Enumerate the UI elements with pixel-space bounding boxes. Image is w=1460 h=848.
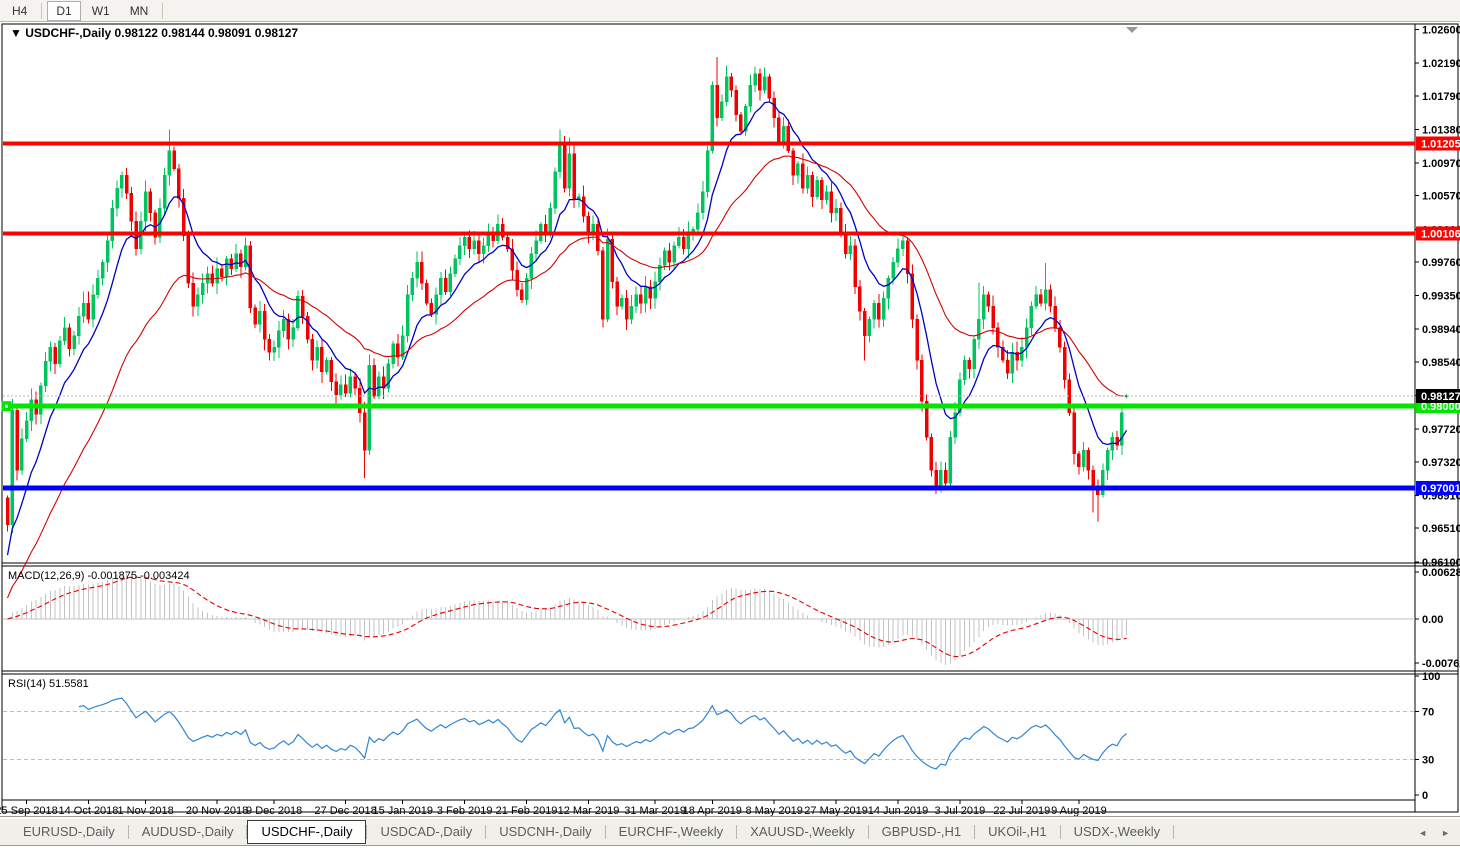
chart-tab-eurchf-weekly[interactable]: EURCHF-,Weekly [618,824,724,839]
price-badge-1.01205: 1.01205 [1416,136,1460,151]
macd-signal-line [7,576,1127,658]
rsi-line [78,697,1127,770]
ma-fast-line [6,101,1128,556]
svg-text:27 Dec 2018: 27 Dec 2018 [314,805,376,816]
svg-text:0.99350: 0.99350 [1422,291,1460,303]
svg-text:0.98940: 0.98940 [1422,324,1460,336]
svg-text:-0.00762: -0.00762 [1422,658,1460,670]
svg-text:21 Feb 2019: 21 Feb 2019 [496,805,558,816]
svg-text:14 Jun 2019: 14 Jun 2019 [868,805,929,816]
tab-separator [1059,825,1061,839]
tab-separator [867,825,869,839]
tab-separator [604,825,606,839]
svg-text:30: 30 [1422,754,1434,766]
tab-separator [366,825,368,839]
tabbar-divider [0,816,1460,818]
svg-text:0.97001: 0.97001 [1421,483,1460,495]
ma-slow-line [6,155,1127,599]
chart-tab-gbpusd-h1[interactable]: GBPUSD-,H1 [881,824,962,839]
chart-canvas[interactable]: ▼ USDCHF-,Daily 0.98122 0.98144 0.98091 … [0,23,1460,817]
svg-text:1 Nov 2018: 1 Nov 2018 [117,805,173,816]
chart-tab-bar: EURUSD-,Daily AUDUSD-,Daily USDCHF-,Daily U… [0,819,1460,846]
svg-text:0.96510: 0.96510 [1422,523,1460,535]
svg-text:1.02190: 1.02190 [1422,58,1460,70]
tab-separator [1173,825,1175,839]
timeframe-button-mn[interactable]: MN [129,3,149,18]
svg-text:100: 100 [1422,671,1440,683]
svg-text:0.96100: 0.96100 [1422,557,1460,569]
toolbar-separator [162,2,164,19]
svg-text:9 Aug 2019: 9 Aug 2019 [1051,805,1107,816]
timeframe-button-h4[interactable]: H4 [12,3,28,18]
svg-text:31 Mar 2019: 31 Mar 2019 [624,805,686,816]
svg-text:25 Sep 2018: 25 Sep 2018 [0,805,58,816]
svg-text:3 Feb 2019: 3 Feb 2019 [437,805,493,816]
svg-text:0.97720: 0.97720 [1422,424,1460,436]
timeframe-button-d1[interactable]: D1 [47,0,81,21]
svg-text:0.97320: 0.97320 [1422,457,1460,469]
svg-text:0.98540: 0.98540 [1422,357,1460,369]
toolbar-separator [41,2,43,19]
chart-title: ▼ USDCHF-,Daily 0.98122 0.98144 0.98091 … [10,26,298,40]
chart-tab-usdx-weekly[interactable]: USDX-,Weekly [1073,824,1161,839]
svg-text:27 May 2019: 27 May 2019 [804,805,868,816]
tab-separator [736,825,738,839]
svg-text:1.02600: 1.02600 [1422,25,1460,37]
svg-text:14 Oct 2018: 14 Oct 2018 [58,805,118,816]
svg-text:0: 0 [1422,790,1428,802]
chart-tab-usdcad-daily[interactable]: USDCAD-,Daily [380,824,473,839]
svg-text:0.98127: 0.98127 [1421,391,1460,403]
svg-text:0.00: 0.00 [1422,614,1443,626]
rsi-axis: 100 70 30 0 [1415,671,1440,802]
svg-text:1.00106: 1.00106 [1421,229,1460,241]
svg-text:3 Jul 2019: 3 Jul 2019 [935,805,986,816]
svg-text:22 Jul 2019: 22 Jul 2019 [993,805,1050,816]
svg-text:15 Jan 2019: 15 Jan 2019 [372,805,433,816]
svg-text:20 Nov 2018: 20 Nov 2018 [186,805,248,816]
tab-scroll-arrows: ◄ ► [1418,819,1450,846]
macd-histogram [11,572,1128,665]
tab-separator [127,825,129,839]
svg-text:1.01380: 1.01380 [1422,124,1460,136]
chart-tab-xauusd-weekly[interactable]: XAUUSD-,Weekly [750,824,855,839]
chart-tab-eurusd-daily[interactable]: EURUSD-,Daily [23,824,115,839]
chart-frame [1,23,1459,813]
time-axis: 25 Sep 2018 14 Oct 2018 1 Nov 2018 20 Nov 2… [0,800,1107,817]
svg-text:8 May 2019: 8 May 2019 [745,805,802,816]
chart-shift-marker-icon[interactable] [1126,27,1138,33]
tab-separator [246,825,248,839]
tab-separator [974,825,976,839]
chart-tab-usdcnh-daily[interactable]: USDCNH-,Daily [499,824,592,839]
svg-text:0.98000: 0.98000 [1421,401,1460,413]
timeframe-toolbar: H4 D1 W1 MN [0,0,1460,22]
chart-tab-audusd-daily[interactable]: AUDUSD-,Daily [141,824,234,839]
timeframe-button-w1[interactable]: W1 [91,3,110,18]
macd-axis: 0.006286 0.00 -0.00762 [1415,567,1460,670]
current-price-badge: 0.98127 [1416,388,1460,403]
svg-text:1.00970: 1.00970 [1422,158,1460,170]
svg-text:0.99760: 0.99760 [1422,257,1460,269]
tab-separator [485,825,487,839]
price-badge-0.97001: 0.97001 [1416,480,1460,495]
tab-scroll-left-icon[interactable]: ◄ [1418,827,1428,838]
svg-text:70: 70 [1422,707,1434,719]
tab-scroll-right-icon[interactable]: ► [1441,827,1450,838]
rsi-label: RSI(14) 51.5581 [8,678,89,690]
svg-text:0.006286: 0.006286 [1422,567,1460,579]
svg-text:18 Apr 2019: 18 Apr 2019 [683,805,742,816]
level-lines[interactable] [1,141,1415,491]
chart-svg: ▼ USDCHF-,Daily 0.98122 0.98144 0.98091 … [0,23,1460,817]
svg-text:1.00570: 1.00570 [1422,191,1460,203]
svg-text:1.01205: 1.01205 [1421,139,1460,151]
chart-tab-ukoil-h1[interactable]: UKOil-,H1 [988,824,1047,839]
svg-text:1.01790: 1.01790 [1422,91,1460,103]
price-badge-1.00106: 1.00106 [1416,226,1460,241]
svg-text:12 Mar 2019: 12 Mar 2019 [558,805,620,816]
macd-label: MACD(12,26,9) -0.001875 -0.003424 [8,570,190,582]
chart-tab-usdchf-daily[interactable]: USDCHF-,Daily [247,820,367,844]
svg-text:9 Dec 2018: 9 Dec 2018 [246,805,302,816]
